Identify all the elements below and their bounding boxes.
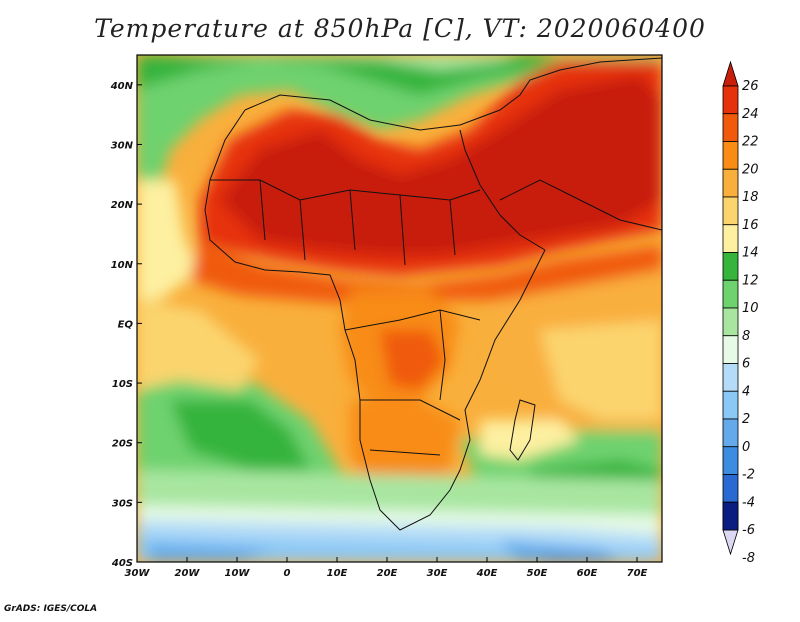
colorbar-swatch [722,363,739,392]
colorbar-swatch [722,141,739,170]
colorbar-label: -4 [742,495,755,510]
lon-tick-label: 50E [527,568,548,579]
lon-tick-label: 10W [225,568,251,579]
lat-tick-label: EQ [118,319,134,330]
lon-tick-label: 0 [284,568,291,579]
map-title: Temperature at 850hPa [C], VT: 202006040… [94,14,706,43]
colorbar-swatch [722,446,739,475]
grads-credit: GrADS: IGES/COLA [4,604,98,614]
colorbar-top-arrow [722,60,739,87]
colorbar-swatch [722,196,739,226]
lon-tick-label: 60E [577,568,598,579]
colorbar-swatch [722,252,739,281]
colorbar-swatch [722,501,739,531]
temperature-field [137,55,662,562]
colorbar-swatch [722,113,739,142]
colorbar-swatch [722,390,739,420]
colorbar-label: 6 [742,357,750,372]
lat-tick-label: 30S [112,498,133,509]
colorbar-label: 8 [742,329,750,344]
colorbar-swatch [722,335,739,364]
lat-tick-label: 20N [111,200,134,211]
lon-tick-label: 30E [427,568,448,579]
colorbar-swatch [722,279,739,309]
lon-tick-label: 70E [627,568,648,579]
colorbar-label: 22 [742,135,759,150]
lat-tick-label: 40S [111,558,133,569]
colorbar-label: 2 [742,412,750,427]
colorbar-label: 24 [742,107,759,122]
plot-frame [136,54,663,563]
colorbar-label: 16 [742,218,759,233]
lat-tick-label: 10N [111,260,134,271]
colorbar-swatch [722,85,739,115]
colorbar-swatch [722,307,739,337]
coastline-borders [204,57,662,531]
lon-tick-label: 40E [476,568,498,579]
lat-tick-label: 20S [112,439,133,450]
colorbar-bottom-arrow [722,529,739,556]
colorbar-label: 0 [742,440,750,455]
colorbar-label: -2 [742,468,755,483]
lon-tick-label: 30W [125,568,151,579]
lat-tick-label: 10S [112,379,133,390]
colorbar-swatch [722,474,739,503]
lat-tick-label: 30N [111,140,134,151]
colorbar-swatch [722,168,739,198]
lat-tick-label: 40N [110,81,134,92]
colorbar-label: 18 [742,190,759,205]
colorbar-label: -8 [742,551,755,566]
lon-tick-label: 20E [377,568,398,579]
colorbar-label: 12 [742,273,759,288]
lat-axis: 40N 30N 20N 10N EQ 10S 20S 30S 40S [110,81,142,569]
colorbar-label: 10 [742,301,759,316]
colorbar-swatch [722,224,739,253]
lon-tick-label: 20W [175,568,201,579]
colorbar-label: 14 [742,246,759,261]
colorbar-swatch [722,418,739,448]
colorbar-label: 26 [742,79,759,94]
lon-axis: 30W 20W 10W 0 10E 20E 30E 40E 50E 60E 70E [125,557,648,579]
colorbar-label: 20 [742,162,759,177]
lon-tick-label: 10E [327,568,348,579]
colorbar-label: -6 [742,523,755,538]
colorbar-label: 4 [742,384,750,399]
